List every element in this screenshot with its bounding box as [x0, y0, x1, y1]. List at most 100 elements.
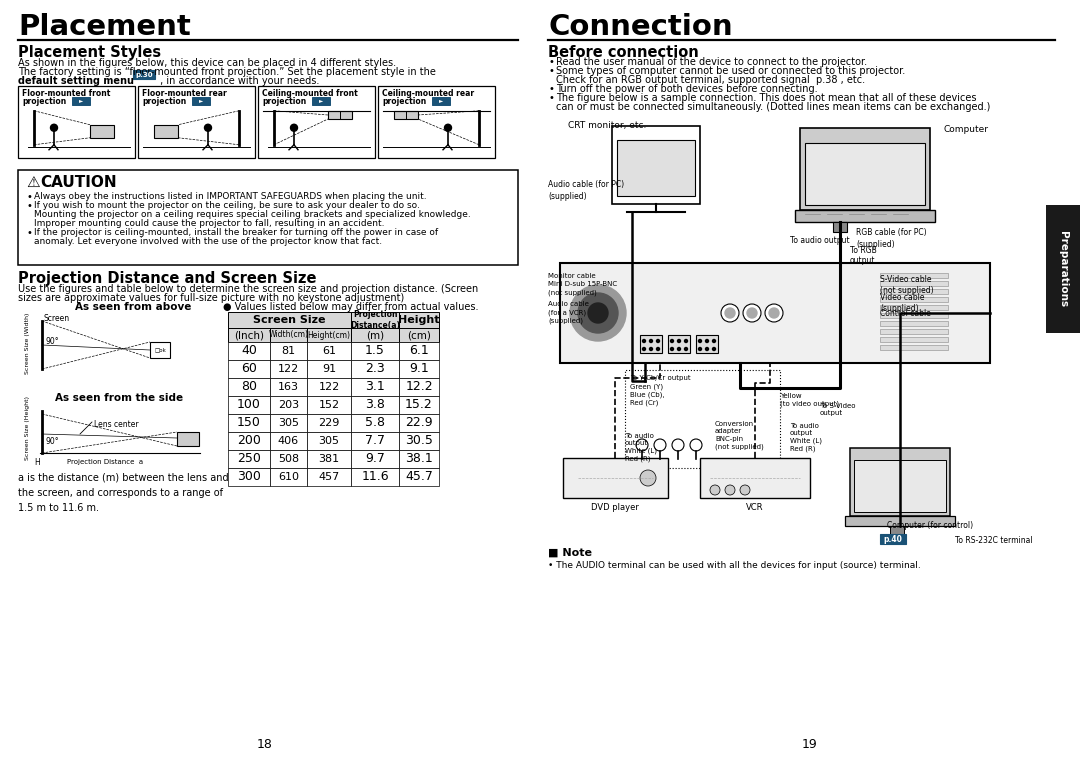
Text: To audio
output
White (L)
Red (R): To audio output White (L) Red (R) [789, 423, 822, 452]
Circle shape [570, 285, 626, 341]
Text: Control cable: Control cable [880, 309, 931, 318]
Text: Audio cable
(for a VCR)
(supplied): Audio cable (for a VCR) (supplied) [548, 301, 589, 324]
Text: Projection Distance and Screen Size: Projection Distance and Screen Size [18, 271, 316, 286]
Text: anomaly. Let everyone involved with the use of the projector know that fact.: anomaly. Let everyone involved with the … [33, 237, 382, 246]
Text: To RS-232C terminal: To RS-232C terminal [955, 536, 1032, 545]
Bar [394, 111, 418, 119]
Text: 18: 18 [257, 738, 273, 751]
Text: Video cable
(supplied): Video cable (supplied) [880, 293, 924, 313]
Text: ■ Note: ■ Note [548, 548, 592, 558]
Text: 40: 40 [241, 345, 257, 358]
Text: VCR: VCR [746, 503, 764, 512]
Bar [351, 328, 399, 342]
Text: 45.7: 45.7 [405, 471, 433, 484]
Text: Floor-mounted front: Floor-mounted front [22, 89, 110, 98]
Circle shape [769, 308, 779, 318]
Text: Mounting the projector on a ceiling requires special ceiling brackets and specia: Mounting the projector on a ceiling requ… [33, 210, 471, 219]
Bar [833, 222, 847, 232]
Circle shape [672, 439, 684, 451]
Text: Screen Size: Screen Size [253, 315, 326, 325]
Circle shape [705, 340, 708, 343]
Text: Placement Styles: Placement Styles [18, 45, 161, 60]
Bar [307, 450, 351, 468]
Text: 60: 60 [241, 362, 257, 375]
Bar [617, 140, 696, 196]
Circle shape [445, 124, 451, 131]
Bar [270, 342, 307, 360]
Text: •: • [548, 66, 554, 76]
Text: Computer: Computer [944, 125, 989, 134]
Text: projection: projection [382, 97, 427, 106]
Text: Red (Cr): Red (Cr) [630, 399, 659, 405]
Circle shape [725, 485, 735, 495]
Text: As shown in the figures below, this device can be placed in 4 different styles.: As shown in the figures below, this devi… [18, 58, 396, 68]
Text: 22.9: 22.9 [405, 417, 433, 430]
Circle shape [721, 304, 739, 322]
Text: Height(cm): Height(cm) [308, 330, 351, 340]
Bar [270, 360, 307, 378]
Text: sizes are approximate values for full-size picture with no keystone adjustment): sizes are approximate values for full-si… [18, 293, 404, 303]
Bar [270, 450, 307, 468]
Bar [351, 450, 399, 468]
Text: 122: 122 [319, 382, 339, 392]
Bar [880, 329, 948, 334]
Bar [805, 143, 924, 205]
Text: 508: 508 [278, 454, 299, 464]
Bar [880, 305, 948, 310]
Text: Width(cm): Width(cm) [269, 330, 309, 340]
Bar [270, 468, 307, 486]
FancyBboxPatch shape [880, 533, 906, 544]
Text: 7.7: 7.7 [365, 434, 384, 448]
Circle shape [643, 340, 646, 343]
Text: 163: 163 [278, 382, 299, 392]
Bar [228, 396, 270, 414]
Circle shape [710, 485, 720, 495]
Circle shape [643, 347, 646, 350]
Text: Some types of computer cannot be used or connected to this projector.: Some types of computer cannot be used or… [556, 66, 905, 76]
FancyBboxPatch shape [312, 97, 330, 105]
Bar [399, 328, 438, 342]
Text: Always obey the instructions listed in IMPORTANT SAFEGUARDS when placing the uni: Always obey the instructions listed in I… [33, 192, 427, 201]
Bar [270, 378, 307, 396]
FancyBboxPatch shape [192, 97, 211, 105]
Bar [351, 312, 399, 328]
Text: Screen: Screen [44, 314, 70, 323]
Circle shape [743, 304, 761, 322]
Text: 100: 100 [238, 398, 261, 411]
Bar [90, 125, 114, 138]
Text: •: • [548, 84, 554, 94]
Bar [880, 281, 948, 286]
Bar [138, 86, 255, 158]
Text: ● Values listed below may differ from actual values.: ● Values listed below may differ from ac… [222, 302, 478, 312]
Bar [18, 170, 518, 265]
Text: can or must be connected simultaneously. (Dotted lines mean items can be exchang: can or must be connected simultaneously.… [556, 102, 990, 112]
Bar [228, 312, 351, 328]
Text: Placement: Placement [18, 13, 191, 41]
Bar [880, 297, 948, 302]
Bar [228, 360, 270, 378]
Text: 19: 19 [802, 738, 818, 751]
Text: 91: 91 [322, 364, 336, 374]
Text: p.40: p.40 [883, 535, 903, 543]
Text: 300: 300 [238, 471, 261, 484]
Bar [270, 396, 307, 414]
Bar [328, 111, 352, 119]
Text: The figure below is a sample connection. This does not mean that all of these de: The figure below is a sample connection.… [556, 93, 976, 103]
Bar [351, 468, 399, 486]
Text: 81: 81 [282, 346, 296, 356]
Text: ►: ► [79, 98, 83, 104]
Text: Floor-mounted rear: Floor-mounted rear [141, 89, 227, 98]
Text: Screen Size (Height): Screen Size (Height) [25, 396, 30, 460]
Bar [351, 360, 399, 378]
Text: Improper mounting could cause the projector to fall, resulting in an accident.: Improper mounting could cause the projec… [33, 219, 384, 228]
Text: Conversion
adapter
BNC-pin
(not supplied): Conversion adapter BNC-pin (not supplied… [715, 421, 764, 450]
Bar [307, 432, 351, 450]
Text: ►: ► [438, 98, 443, 104]
Circle shape [713, 347, 715, 350]
Text: projection: projection [141, 97, 186, 106]
Bar [228, 414, 270, 432]
Bar [307, 360, 351, 378]
Bar [669, 335, 690, 353]
Circle shape [699, 340, 702, 343]
Text: p.30: p.30 [135, 72, 152, 78]
